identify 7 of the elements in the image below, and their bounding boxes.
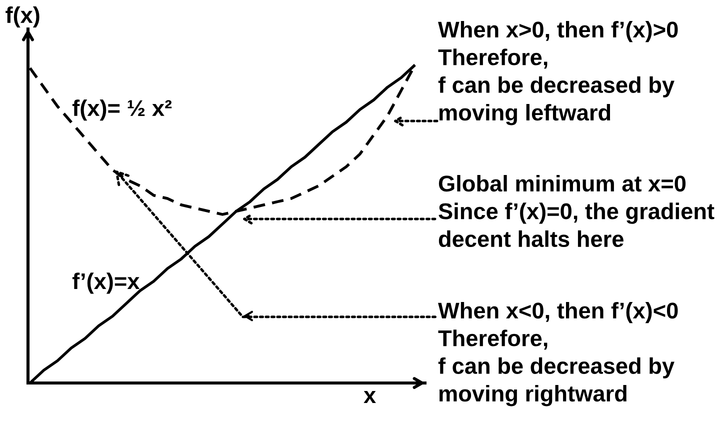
y-axis-title: f(x) xyxy=(6,6,40,28)
x-axis-title: x xyxy=(364,391,376,404)
series-label: f’(x)=x xyxy=(72,272,140,294)
text: When x<0, then f’(x)<0 Therefore, f can be decreased by moving rightward xyxy=(438,302,678,406)
text: When x>0, then f’(x)>0 Therefore, f can be decreased by moving leftward xyxy=(438,21,678,126)
text: Global minimum at x=0 Since f’(x)=0, the gradient decent halts here xyxy=(438,175,714,248)
series-label: f(x)= ½ x² xyxy=(72,100,172,121)
